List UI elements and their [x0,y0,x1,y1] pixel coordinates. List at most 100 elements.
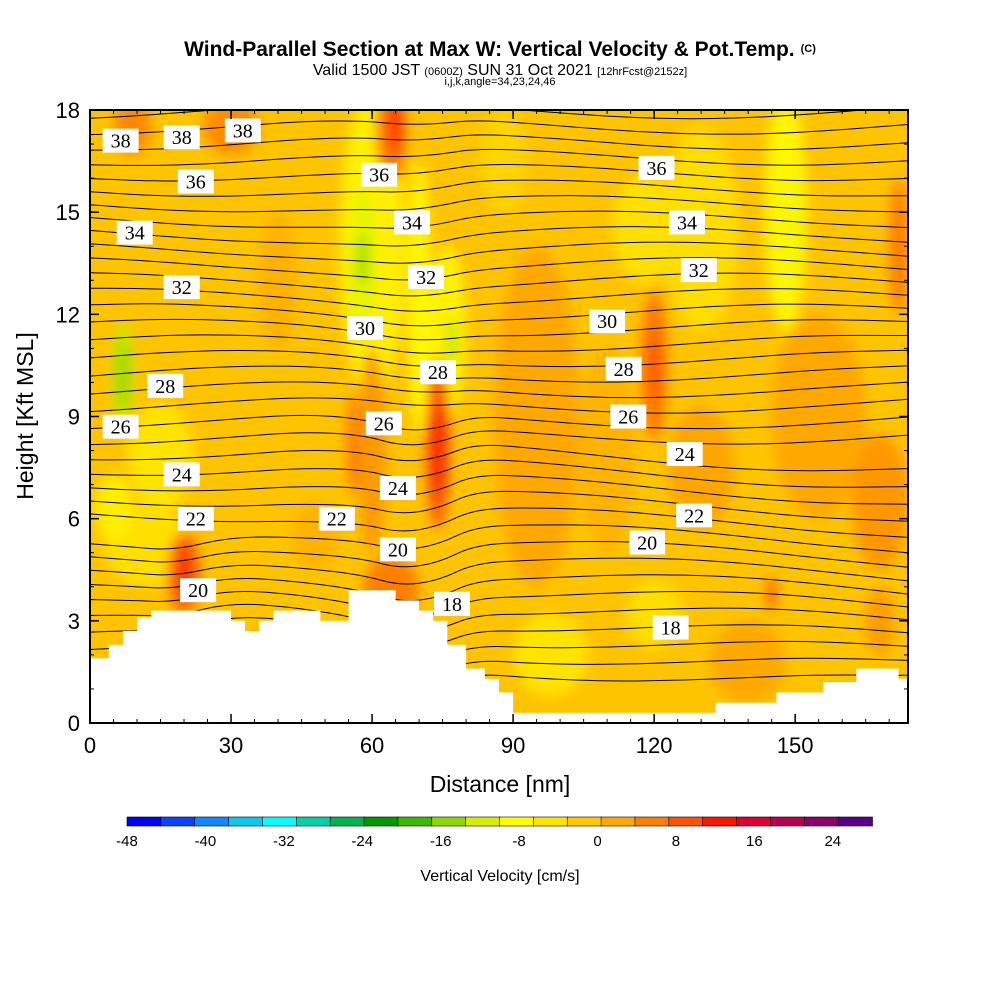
velocity-shading [94,110,908,703]
contour-label-box [419,360,456,385]
subtitle-date: SUN 31 Oct 2021 [467,62,593,79]
contour-label-box [652,615,689,640]
contour-label-box [666,442,703,466]
isentrope-line [90,163,908,182]
isentrope-line [90,474,908,505]
contour-label: 38 [102,128,139,153]
subtitle-utc: (0600Z) [424,66,463,78]
x-tick-label: 90 [501,733,525,758]
colorbar-swatch [533,816,569,827]
colorbar-swatch [194,816,230,827]
colorbar-swatch [803,816,839,827]
copyright-mark: (C) [800,43,816,55]
contour-label-text: 20 [388,539,408,561]
contour-label-box [589,309,626,334]
contour-label: 28 [419,360,456,385]
contour-label: 30 [589,309,626,334]
colorbar-swatch [228,816,264,827]
contour-label-text: 18 [442,594,462,616]
contour-label-box [177,169,214,194]
colorbar-swatch [160,816,196,827]
contour-label-text: 20 [637,533,657,555]
contour-label: 22 [676,503,713,528]
isentrope-line [90,179,908,197]
velocity-blob [851,433,908,570]
contour-label-box [605,356,642,381]
isentrope-line [90,540,908,568]
colorbar-swatch [397,816,433,827]
velocity-blob [494,246,579,587]
contour-label-text: 34 [125,223,145,245]
colorbar-swatch [600,816,636,827]
contour-label-box [163,462,200,487]
isentrope-line [90,414,908,431]
colorbar-tick-label: 16 [746,833,763,850]
chart-subtitle-indices: i,j,k,angle=34,23,24,46 [444,76,556,88]
velocity-blob [447,317,457,366]
x-axis: 0 30 60 90 120 150 [84,110,890,758]
chart-title-text: Wind-Parallel Section at Max W: Vertical… [184,38,795,61]
y-tick-label: 9 [68,405,80,430]
contour-label-text: 24 [388,478,408,500]
contour-label-text: 28 [428,362,448,384]
colorbar-tick-label: 8 [672,833,680,850]
contour-label-box [102,128,139,153]
contour-label-text: 32 [172,277,192,299]
colorbar-tick-label: -40 [195,833,217,850]
contour-label: 36 [638,155,675,180]
contour-label-text: 38 [172,127,192,149]
contour-label-text: 28 [614,359,634,381]
isentrope-line [90,134,908,151]
contour-label-text: 36 [369,165,389,187]
contour-label-text: 24 [675,444,695,466]
x-tick-label: 30 [219,733,243,758]
colorbar-swatch [329,816,365,827]
contour-label-text: 36 [647,158,667,180]
x-tick-label: 0 [84,733,96,758]
contour-label-box [676,503,713,528]
contour-label: 34 [394,210,430,235]
contour-label-text: 30 [355,318,375,340]
contour-label: 34 [116,220,153,245]
isentrope-line [90,226,908,247]
velocity-blob [431,402,444,499]
contour-label: 38 [163,125,200,150]
velocity-blob [710,620,786,703]
colorbar-swatch [465,816,501,827]
isentropes [90,88,908,687]
contour-label-text: 32 [689,260,709,282]
velocity-blob [611,174,678,284]
contour-label-text: 26 [111,417,131,439]
contour-label: 32 [163,275,200,300]
isentrope-line [90,88,908,103]
contour-label: 28 [605,356,642,381]
velocity-blob [648,331,661,400]
contour-label-box [365,411,402,436]
x-tick-label: 120 [636,733,673,758]
contour-label-text: 38 [233,120,253,142]
isentrope-line [90,287,908,312]
contour-label-text: 30 [597,311,617,333]
contour-label-text: 28 [155,376,175,398]
isentrope-line [90,318,908,341]
contour-label-box [629,530,666,555]
isentrope-line [90,120,908,136]
x-tick-label: 60 [360,733,384,758]
contour-label: 24 [666,442,703,466]
velocity-blob [785,167,805,291]
contour-label-box [408,264,445,289]
contour-label-box [394,210,430,235]
contour-label: 36 [177,169,214,194]
contour-label: 26 [102,414,139,439]
contour-label-box [669,210,705,235]
colorbar-swatch [702,816,738,827]
contour-label-box [177,506,214,531]
subtitle-valid: Valid 1500 JST [312,62,420,79]
velocity-blob [117,341,129,410]
velocity-blob [578,348,636,553]
colorbar: -48 -40 -32 -24 -16 -8 0 8 16 24 [116,816,873,850]
contour-label: 32 [680,258,717,283]
isentrope-line [90,148,908,166]
colorbar-swatch [363,816,399,827]
